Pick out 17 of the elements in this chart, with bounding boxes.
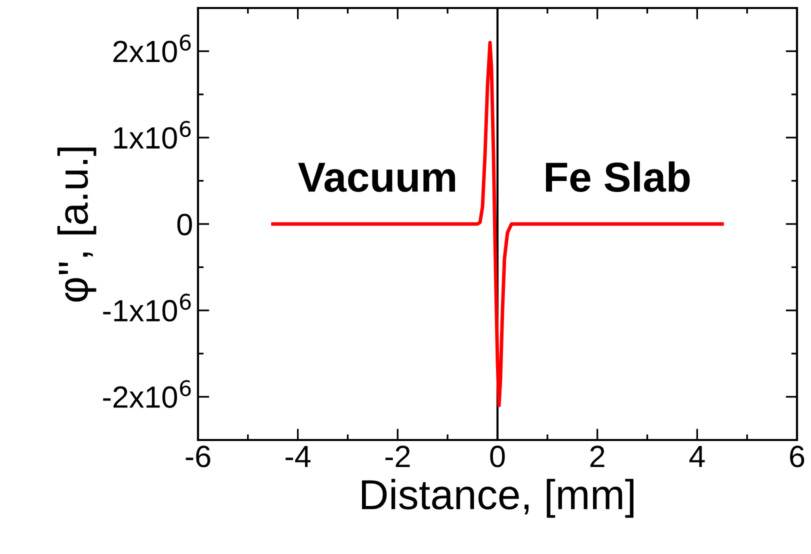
y-tick-label: -1x10$^{6}$ [103,294,191,322]
y-tick-label: 2x10$^{6}$ [113,34,191,62]
y-tick-label: -2x10$^{6}$ [103,380,191,408]
x-tick-label: 6 [790,446,804,468]
x-tick-label: -6 [186,446,210,468]
line-series [271,40,724,408]
x-axis-title: Distance, [mm] [362,478,634,518]
y-axis-title: φ'', [a.u.] [57,148,96,302]
x-tick-label: 2 [590,446,604,468]
x-tick-label: -2 [385,446,410,468]
x-tick-label: 4 [689,446,705,468]
y-tick-label: 1x10$^{6}$ [114,120,191,149]
annotation: Fe Slab [546,161,690,192]
x-tick-label: 0 [490,446,505,468]
annotation: Vacuum [298,162,456,192]
x-tick-label: -4 [286,446,311,468]
y-tick-label: 0 [177,214,192,236]
